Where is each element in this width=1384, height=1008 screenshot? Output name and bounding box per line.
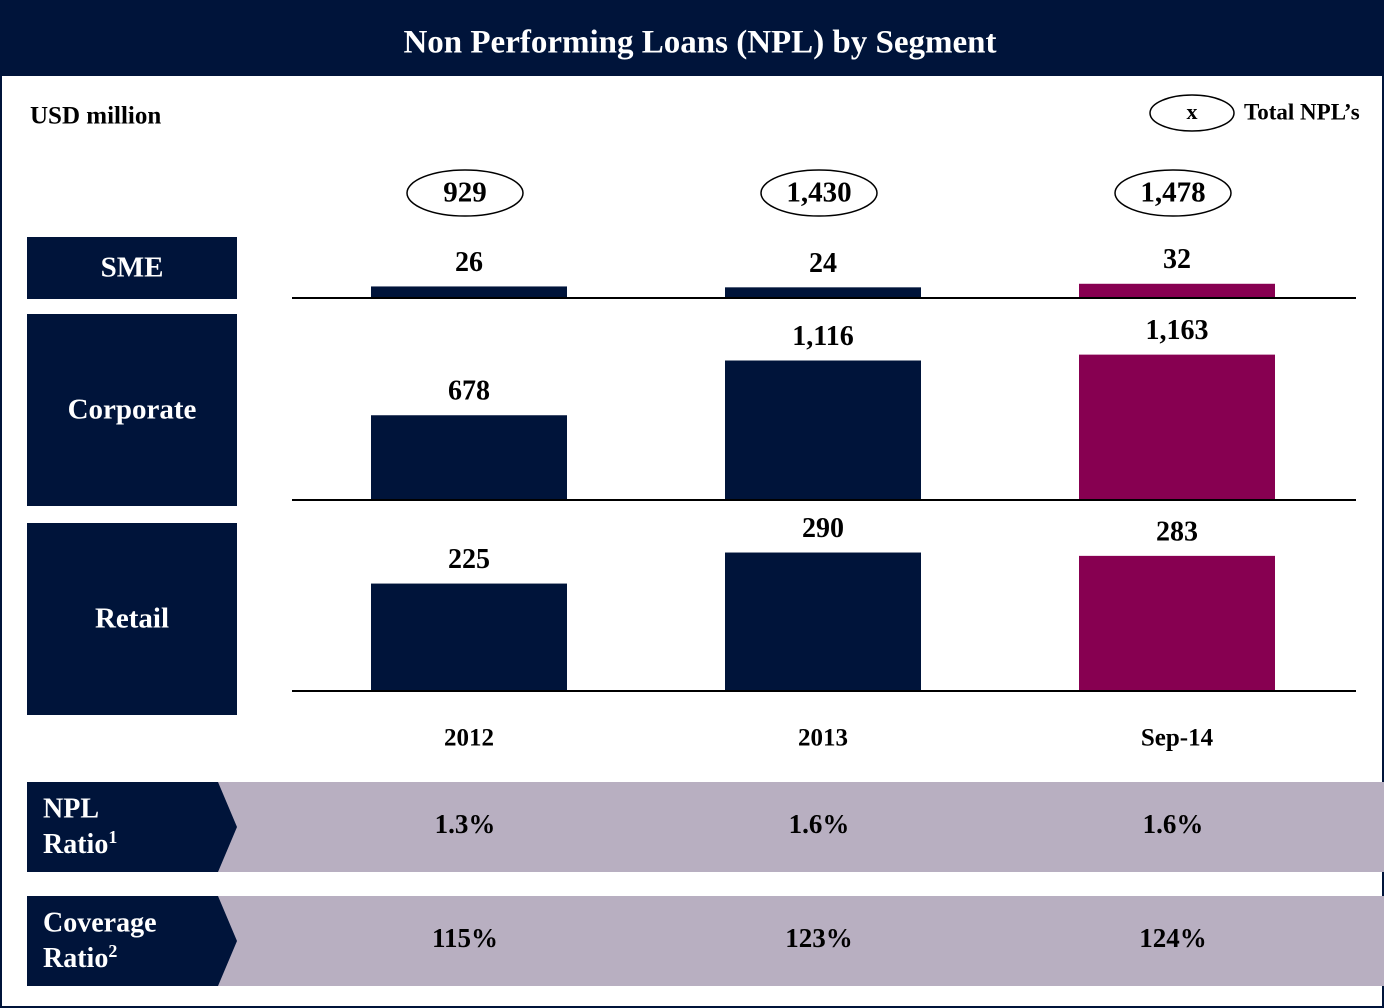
data-label: 32 bbox=[1163, 244, 1191, 275]
ratio-name-line: Ratio2 bbox=[43, 941, 117, 974]
ratio-value: 1.3% bbox=[435, 809, 496, 839]
legend-symbol-shape bbox=[1149, 94, 1235, 132]
ratio-value: 123% bbox=[785, 923, 853, 953]
ratio-band bbox=[218, 896, 1384, 986]
total-label: 1,478 bbox=[1140, 177, 1205, 209]
title-bar bbox=[0, 0, 1384, 76]
bar bbox=[1079, 283, 1275, 298]
footnote-mark: 1 bbox=[108, 827, 117, 847]
segment-label: SME bbox=[101, 252, 164, 284]
bar bbox=[1079, 555, 1275, 691]
ratio-value: 115% bbox=[432, 923, 498, 953]
footnote-mark: 2 bbox=[108, 941, 117, 961]
ratio-value: 124% bbox=[1139, 923, 1207, 953]
data-label: 1,163 bbox=[1146, 315, 1209, 346]
segment-label: Corporate bbox=[68, 394, 197, 426]
bar bbox=[725, 552, 921, 691]
bar bbox=[371, 286, 567, 298]
ratio-name: Ratio bbox=[43, 943, 108, 974]
data-label: 225 bbox=[448, 544, 490, 575]
segment-box bbox=[27, 237, 237, 299]
data-label: 290 bbox=[802, 513, 844, 544]
ratio-name-line: Ratio1 bbox=[43, 827, 117, 860]
total-label: 1,430 bbox=[786, 177, 851, 209]
legend-symbol: x bbox=[1187, 99, 1198, 124]
ratio-chevron bbox=[27, 782, 237, 872]
ratio-value: 1.6% bbox=[789, 809, 850, 839]
ratio-name: Ratio bbox=[43, 829, 108, 860]
bar bbox=[371, 583, 567, 691]
x-tick-label: 2013 bbox=[798, 725, 848, 752]
bar bbox=[725, 360, 921, 500]
bar bbox=[1079, 354, 1275, 500]
legend-label: Total NPL’s bbox=[1244, 99, 1360, 124]
data-label: 26 bbox=[455, 247, 483, 278]
data-label: 678 bbox=[448, 376, 490, 407]
data-label: 1,116 bbox=[792, 321, 853, 352]
total-ellipse bbox=[1114, 169, 1232, 217]
segment-box bbox=[27, 314, 237, 506]
total-label: 929 bbox=[443, 177, 487, 209]
ratio-band bbox=[218, 782, 1384, 872]
segment-box bbox=[27, 523, 237, 715]
ratio-chevron bbox=[27, 896, 237, 986]
total-ellipse bbox=[760, 169, 878, 217]
ratio-name-line: NPL bbox=[43, 793, 99, 824]
data-label: 283 bbox=[1156, 516, 1198, 547]
unit-label: USD million bbox=[30, 103, 161, 130]
segment-label: Retail bbox=[95, 603, 169, 635]
total-ellipse bbox=[406, 169, 524, 217]
x-tick-label: 2012 bbox=[444, 725, 494, 752]
bar bbox=[371, 415, 567, 500]
x-tick-label: Sep-14 bbox=[1141, 725, 1214, 752]
data-label: 24 bbox=[809, 248, 837, 279]
ratio-name-line: Coverage bbox=[43, 907, 157, 938]
bar bbox=[725, 287, 921, 298]
ratio-value: 1.6% bbox=[1143, 809, 1204, 839]
chart-title: Non Performing Loans (NPL) by Segment bbox=[403, 25, 996, 61]
